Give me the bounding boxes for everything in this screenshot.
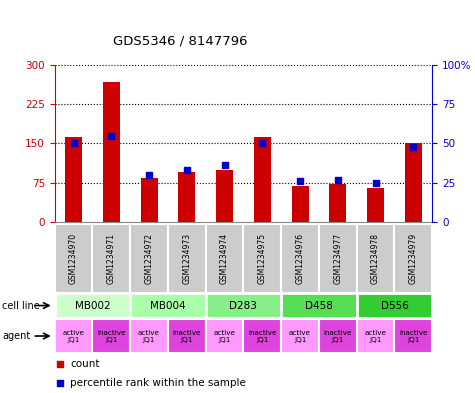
Text: inactive
JQ1: inactive JQ1 [97, 329, 125, 343]
Bar [319, 319, 357, 353]
Text: GSM1234973: GSM1234973 [182, 233, 191, 284]
Bar [319, 224, 357, 293]
Bar [243, 224, 281, 293]
Point [145, 172, 153, 178]
Text: agent: agent [2, 331, 30, 341]
Point [221, 162, 228, 169]
Bar [141, 178, 158, 222]
Text: GSM1234970: GSM1234970 [69, 233, 78, 284]
Point [183, 167, 190, 173]
Text: GDS5346 / 8147796: GDS5346 / 8147796 [113, 34, 248, 47]
Text: inactive
JQ1: inactive JQ1 [172, 329, 201, 343]
Bar [168, 319, 206, 353]
Text: GSM1234977: GSM1234977 [333, 233, 342, 284]
Bar [65, 137, 82, 222]
Bar [55, 319, 92, 353]
Bar [292, 186, 309, 222]
Text: active
JQ1: active JQ1 [289, 329, 311, 343]
Text: D283: D283 [229, 301, 257, 310]
Text: GSM1234976: GSM1234976 [295, 233, 304, 284]
Point [56, 361, 64, 367]
Bar [405, 143, 422, 222]
Point [372, 180, 380, 186]
Text: count: count [70, 359, 100, 369]
Text: cell line: cell line [2, 301, 40, 310]
Bar [206, 293, 281, 318]
Text: inactive
JQ1: inactive JQ1 [399, 329, 428, 343]
Point [409, 143, 417, 150]
Text: GSM1234975: GSM1234975 [258, 233, 267, 284]
Text: active
JQ1: active JQ1 [214, 329, 236, 343]
Point [56, 380, 64, 386]
Bar [130, 224, 168, 293]
Bar [395, 224, 432, 293]
Bar [254, 137, 271, 222]
Bar [130, 293, 206, 318]
Point [258, 140, 266, 147]
Bar [281, 224, 319, 293]
Bar [281, 293, 357, 318]
Bar [206, 224, 243, 293]
Point [107, 132, 115, 139]
Bar [216, 170, 233, 222]
Bar [357, 224, 394, 293]
Bar [92, 224, 130, 293]
Text: D556: D556 [380, 301, 408, 310]
Bar [130, 319, 168, 353]
Bar [103, 82, 120, 222]
Text: GSM1234972: GSM1234972 [144, 233, 153, 284]
Bar [168, 224, 206, 293]
Text: inactive
JQ1: inactive JQ1 [323, 329, 352, 343]
Bar [55, 293, 130, 318]
Bar [329, 184, 346, 222]
Text: inactive
JQ1: inactive JQ1 [248, 329, 276, 343]
Point [334, 176, 342, 183]
Bar [92, 319, 130, 353]
Text: GSM1234979: GSM1234979 [409, 233, 418, 284]
Bar [367, 188, 384, 222]
Text: active
JQ1: active JQ1 [63, 329, 85, 343]
Bar [178, 172, 195, 222]
Text: GSM1234978: GSM1234978 [371, 233, 380, 284]
Text: percentile rank within the sample: percentile rank within the sample [70, 378, 247, 388]
Text: active
JQ1: active JQ1 [138, 329, 160, 343]
Bar [357, 293, 432, 318]
Bar [243, 319, 281, 353]
Text: active
JQ1: active JQ1 [365, 329, 387, 343]
Text: GSM1234974: GSM1234974 [220, 233, 229, 284]
Text: MB004: MB004 [150, 301, 186, 310]
Point [296, 178, 304, 184]
Text: GSM1234971: GSM1234971 [107, 233, 116, 284]
Bar [357, 319, 394, 353]
Text: MB002: MB002 [75, 301, 110, 310]
Point [70, 140, 77, 147]
Bar [55, 224, 92, 293]
Bar [281, 319, 319, 353]
Bar [206, 319, 243, 353]
Bar [395, 319, 432, 353]
Text: D458: D458 [305, 301, 333, 310]
